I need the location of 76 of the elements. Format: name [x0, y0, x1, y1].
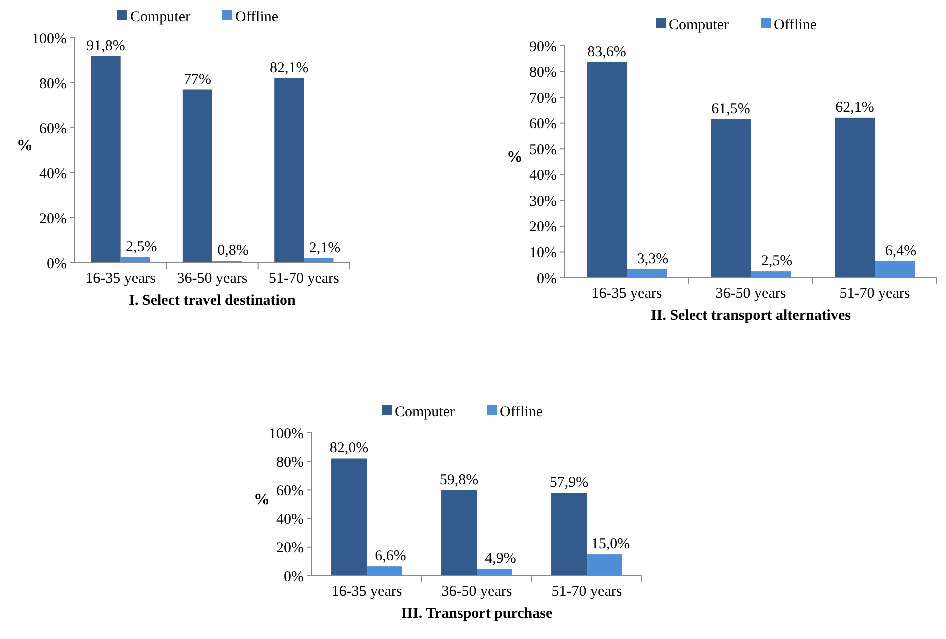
bar	[552, 493, 587, 576]
data-label: 91,8%	[86, 38, 126, 54]
bar	[477, 568, 512, 576]
legend-label: Offline	[236, 9, 279, 26]
data-label: 83,6%	[588, 44, 626, 60]
x-tick-label: 51-70 years	[268, 271, 340, 287]
x-tick-label: 16-35 years	[332, 584, 402, 600]
data-label: 3,3%	[637, 251, 669, 268]
bar	[332, 458, 367, 576]
bar	[835, 118, 875, 278]
y-tick-label: 80%	[276, 454, 304, 471]
data-label: 6,6%	[375, 548, 406, 565]
data-label: 15,0%	[591, 536, 630, 553]
y-tick-label: 60%	[276, 483, 304, 500]
bar	[587, 62, 627, 278]
y-tick-label: 50%	[530, 142, 557, 158]
bar	[367, 566, 402, 576]
data-label: 62,1%	[836, 100, 874, 116]
y-tick-label: 60%	[40, 121, 67, 138]
y-tick-label: 40%	[40, 166, 67, 182]
legend-label: Offline	[500, 404, 544, 420]
x-tick-label: 36-50 years	[716, 286, 786, 302]
data-label: 2,1%	[309, 240, 341, 256]
bar	[751, 272, 791, 278]
text: III. Transport purchase	[401, 606, 553, 622]
data-label: 82,0%	[330, 440, 369, 457]
y-tick-label: 100%	[32, 31, 67, 48]
bar	[91, 56, 121, 263]
y-tick-label: 60%	[530, 116, 557, 133]
y-tick-label: 20%	[530, 220, 557, 236]
y-axis-title: %	[254, 492, 270, 508]
y-tick-label: 100%	[269, 426, 304, 442]
text: II. Select transport alternatives	[651, 308, 852, 324]
data-label: 6,4%	[885, 244, 917, 260]
x-tick-label: 36-50 years	[177, 271, 248, 287]
text: I. Select travel destination	[129, 293, 296, 309]
data-label: 2,5%	[126, 239, 158, 256]
bar	[875, 262, 915, 278]
y-axis-title: %	[507, 149, 523, 166]
legend-label: Computer	[669, 17, 729, 34]
bar	[182, 90, 212, 263]
data-label: 57,9%	[550, 475, 589, 492]
y-tick-label: 0%	[47, 256, 67, 272]
y-tick-label: 90%	[530, 39, 557, 56]
data-label: 4,9%	[485, 550, 516, 567]
y-tick-label: 20%	[276, 540, 304, 557]
bar	[627, 269, 667, 278]
legend-label: Offline	[774, 17, 818, 34]
y-tick-label: 40%	[530, 168, 557, 184]
y-tick-label: 70%	[530, 90, 557, 107]
y-tick-label: 0%	[284, 569, 304, 586]
y-tick-label: 20%	[40, 211, 67, 228]
x-tick-label: 16-35 years	[86, 271, 156, 287]
bar	[274, 78, 304, 263]
data-label: 0,8%	[218, 243, 249, 260]
legend-label: Computer	[395, 404, 455, 420]
bar	[587, 554, 622, 576]
x-tick-label: 36-50 years	[442, 584, 512, 600]
bar	[442, 490, 477, 576]
y-tick-label: 80%	[40, 76, 67, 92]
y-axis-title: %	[17, 138, 33, 154]
y-tick-label: 10%	[530, 245, 557, 262]
y-tick-label: 30%	[530, 194, 557, 210]
data-label: 2,5%	[761, 254, 793, 270]
y-tick-label: 0%	[537, 271, 557, 288]
data-label: 77%	[184, 72, 212, 88]
y-tick-label: 80%	[530, 65, 557, 82]
data-label: 82,1%	[270, 60, 309, 76]
x-tick-label: 16-35 years	[592, 286, 662, 302]
x-tick-label: 51-70 years	[840, 286, 910, 302]
legend-label: Computer	[130, 9, 190, 26]
data-label: 59,8%	[440, 472, 479, 488]
bar	[711, 119, 751, 278]
x-tick-label: 51-70 years	[552, 584, 622, 600]
data-label: 61,5%	[712, 101, 750, 118]
y-tick-label: 40%	[276, 512, 304, 528]
